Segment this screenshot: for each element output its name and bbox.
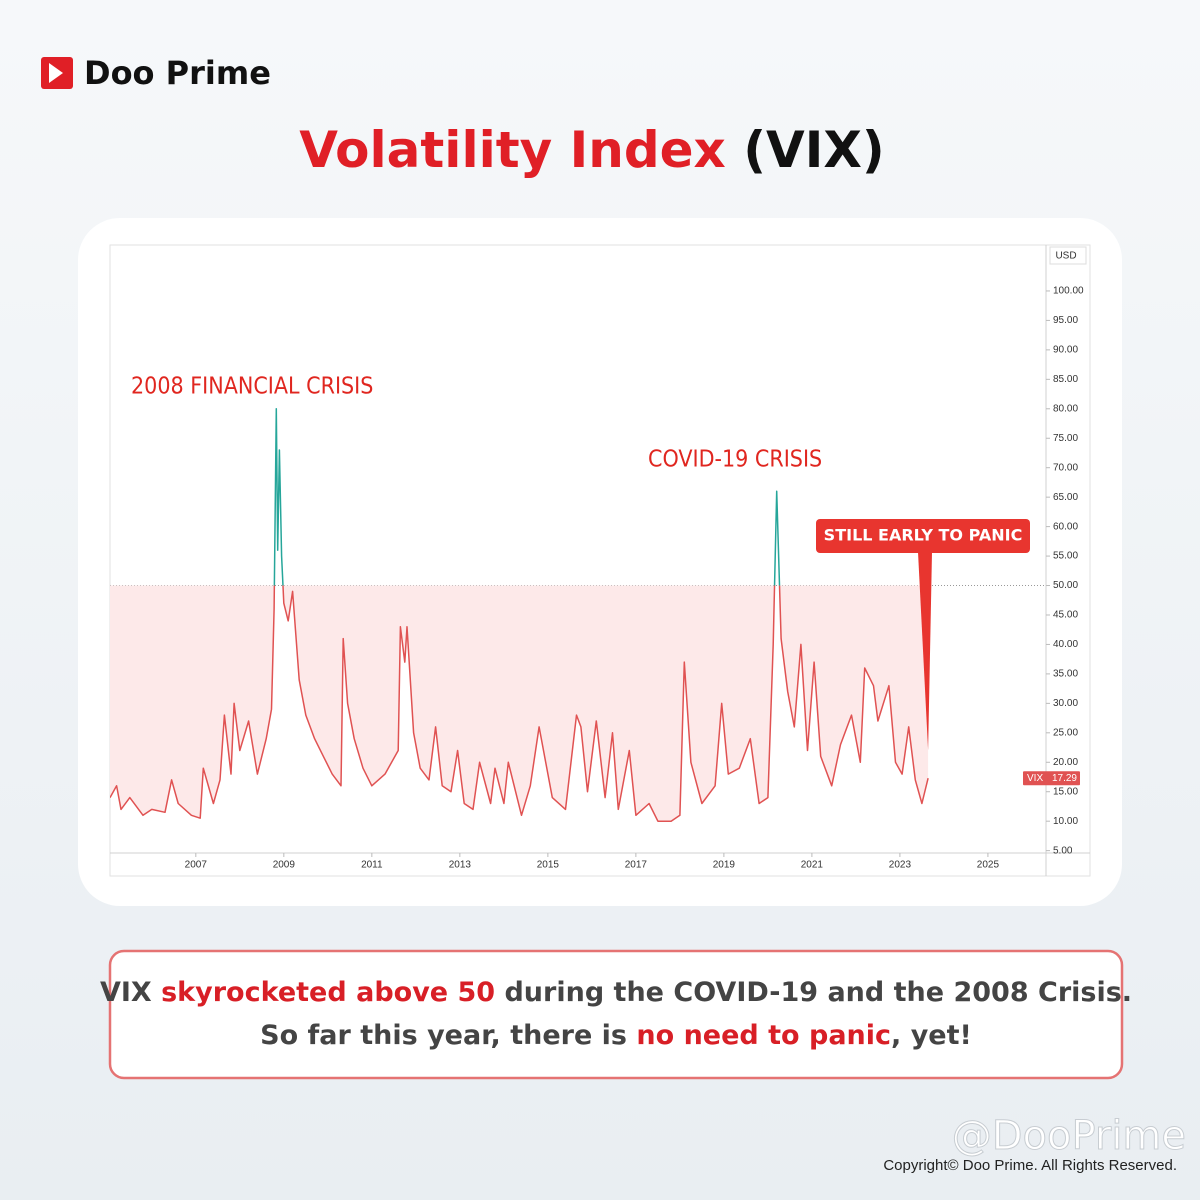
copyright: Copyright© Doo Prime. All Rights Reserve… (883, 1157, 1177, 1174)
logo: Doo Prime (41, 54, 271, 92)
y-tick-label: 85.00 (1053, 374, 1078, 385)
plot-frame (109, 244, 1091, 877)
brand: Doo Prime (84, 54, 271, 92)
x-tick-label: 2021 (801, 860, 824, 871)
unit-box (1049, 246, 1087, 265)
caption-part: during the COVID-19 and the 2008 Crisis. (495, 977, 1132, 1008)
caption-box (108, 949, 1124, 1080)
last-value-name: VIX (1027, 773, 1043, 784)
y-tick-label: 5.00 (1053, 845, 1073, 856)
y-tick-label: 60.00 (1053, 521, 1078, 532)
caption-part: VIX (100, 977, 161, 1008)
y-unit: USD (1055, 251, 1076, 262)
y-tick-label: 40.00 (1053, 639, 1078, 650)
title: Volatility Index (VIX) (299, 121, 885, 179)
last-value-badge (1023, 771, 1080, 786)
x-tick-label: 2023 (889, 860, 912, 871)
x-tick-label: 2011 (361, 860, 383, 871)
y-tick-label: 90.00 (1053, 345, 1078, 356)
title-part: Volatility Index (299, 121, 743, 179)
y-tick-label: 100.00 (1053, 286, 1084, 297)
x-tick-label: 2019 (713, 860, 736, 871)
watermark: @DooPrime (952, 1113, 1186, 1159)
y-tick-label: 80.00 (1053, 403, 1078, 414)
title-part: (VIX) (743, 121, 885, 179)
caption-part: , yet! (891, 1020, 972, 1051)
last-value: 17.29 (1052, 773, 1077, 784)
y-tick-label: 75.00 (1053, 433, 1078, 444)
chart-card (78, 218, 1122, 906)
annotation: COVID-19 CRISIS (648, 447, 822, 473)
y-tick-label: 50.00 (1053, 580, 1078, 591)
y-tick-label: 35.00 (1053, 669, 1078, 680)
callout-box (816, 519, 1030, 553)
y-tick-label: 65.00 (1053, 492, 1078, 503)
caption-line: So far this year, there is no need to pa… (260, 1020, 972, 1051)
x-tick-label: 2025 (977, 860, 1000, 871)
x-tick-label: 2007 (185, 860, 208, 871)
caption-part: no need to panic (636, 1020, 891, 1051)
x-tick-label: 2013 (449, 860, 472, 871)
logo-arrow (49, 63, 63, 83)
y-tick-label: 10.00 (1053, 816, 1078, 827)
y-tick-label: 45.00 (1053, 610, 1078, 621)
y-tick-label: 20.00 (1053, 757, 1078, 768)
caption: VIX skyrocketed above 50 during the COVI… (100, 977, 1132, 1051)
chart: USD 5.00 10.00 15.00 20.00 25.00 30.00 35.00 40.… (109, 244, 1091, 877)
x-tick-label: 2015 (537, 860, 560, 871)
y-tick-label: 55.00 (1053, 551, 1078, 562)
x-tick-label: 2009 (273, 860, 296, 871)
line-below (110, 585, 929, 822)
caption-line: VIX skyrocketed above 50 during the COVI… (100, 977, 1132, 1008)
x-tick-label: 2017 (625, 860, 648, 871)
caption-part: So far this year, there is (260, 1020, 636, 1051)
caption-part: skyrocketed above 50 (161, 977, 495, 1008)
y-tick-label: 25.00 (1053, 727, 1078, 738)
callout-arrow (918, 552, 932, 751)
y-tick-label: 30.00 (1053, 698, 1078, 709)
callout-text: STILL EARLY TO PANIC (824, 526, 1023, 545)
y-tick-label: 95.00 (1053, 315, 1078, 326)
annotation: 2008 FINANCIAL CRISIS (131, 374, 373, 400)
area-fill (110, 585, 929, 822)
y-tick-label: 70.00 (1053, 462, 1078, 473)
y-tick-label: 15.00 (1053, 786, 1078, 797)
